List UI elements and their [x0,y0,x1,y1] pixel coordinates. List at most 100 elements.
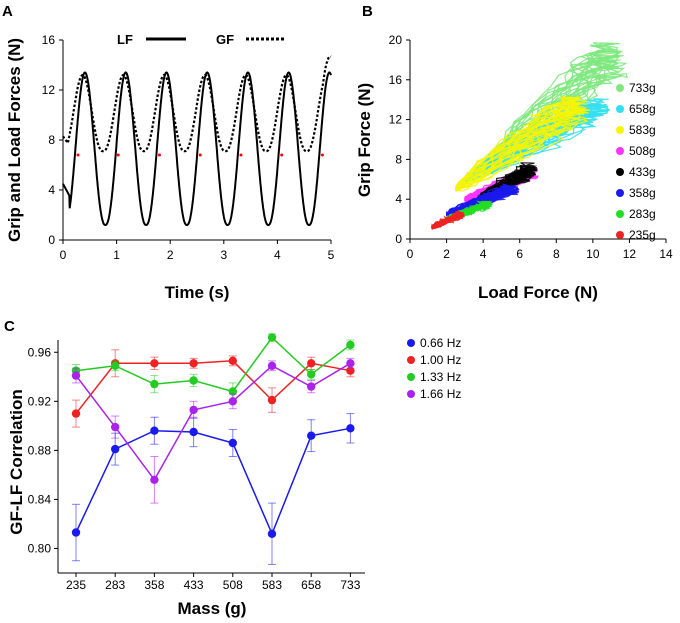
lf-gf-marker [157,153,161,157]
x-tick-label: 8 [553,247,560,261]
x-tick-label: 1 [113,248,120,262]
panel-b-xlabel: Load Force (N) [478,283,598,302]
y-tick-label: 16 [389,73,403,87]
legend-swatch-658g [616,105,624,113]
data-point-1.33 Hz [267,333,277,342]
legend-label-583g: 583g [629,123,656,137]
data-point-1.66 Hz [189,405,198,415]
x-tick-label: 235 [66,578,86,592]
legend-label-1.00 Hz: 1.00 Hz [420,353,461,367]
x-tick-label: 283 [105,578,125,592]
panel-c-legend: 0.66 Hz 1.00 Hz 1.33 Hz 1.66 Hz [407,336,461,401]
x-tick-label: 0 [407,247,414,261]
panel-b-ylabel: Grip Force (N) [355,83,374,197]
legend-label-283g: 283g [629,207,656,221]
panel-a-xlabel: Time (s) [165,283,230,302]
data-point-1.00 Hz [71,409,81,418]
legend-label-433g: 433g [629,165,656,179]
legend-swatch-0.66 Hz [407,339,415,347]
x-tick-label: 2 [443,247,450,261]
data-point-0.66 Hz [267,529,277,538]
x-tick-label: 733 [340,578,360,592]
panel-a-ylabel: Grip and Load Forces (N) [5,38,24,242]
panel-b: B 0 2 4 6 8 10 12 14 0 4 8 12 16 20 733g 658g 583g 508g 4… [355,3,673,302]
data-point-1.66 Hz [228,397,237,406]
x-tick-label: 433 [184,578,204,592]
legend-lf-label: LF [117,32,133,47]
series-line-1.33 Hz [75,336,351,393]
x-tick-label: 12 [623,247,637,261]
series-line-1.00 Hz [75,360,351,415]
panel-a-markers [76,153,324,157]
data-point-1.00 Hz [267,395,277,405]
legend-label-658g: 658g [629,102,656,116]
x-tick-label: 4 [274,248,281,262]
x-tick-label: 3 [220,248,227,262]
lf-series-line [62,71,332,227]
y-tick-label: 0.92 [28,394,52,408]
legend-swatch-358g [616,189,624,197]
panel-c-series [71,333,355,565]
x-tick-label: 2 [167,248,174,262]
legend-label-508g: 508g [629,144,656,158]
cloud-235g [431,213,464,229]
legend-label-733g: 733g [629,81,656,95]
legend-gf-label: GF [216,32,234,47]
y-tick-label: 16 [42,33,56,47]
panel-a-legend: LF GF [117,32,284,47]
panel-c-label: C [4,318,15,335]
panel-c: C 235 283 358 433 508 583 658 733 0.80 0.84 0.88 0.… [4,318,461,618]
legend-swatch-235g [616,231,624,239]
lf-gf-marker [320,153,324,157]
data-point-0.66 Hz [346,424,355,433]
y-tick-label: 20 [389,33,403,47]
legend-label-1.66 Hz: 1.66 Hz [420,387,461,401]
data-point-1.33 Hz [346,340,355,350]
data-point-0.66 Hz [307,431,316,440]
lf-gf-marker [239,153,243,157]
y-tick-label: 0 [48,233,55,247]
series-line-0.66 Hz [75,427,351,536]
panel-c-ylabel: GF-LF Correlation [7,389,26,534]
panel-c-xlabel: Mass (g) [178,599,247,618]
y-tick-label: 4 [48,183,55,197]
data-point-1.33 Hz [111,361,120,370]
y-tick-label: 0.80 [28,541,52,555]
series-line-1.66 Hz [75,362,351,482]
legend-swatch-433g [616,168,624,176]
panel-b-legend: 733g 658g 583g 508g 433g 358g 283g 235g [616,81,656,242]
cloud-583g [455,109,591,191]
x-tick-label: 358 [144,578,164,592]
x-tick-label: 583 [262,578,282,592]
cloud-583g [455,114,588,192]
legend-swatch-1.00 Hz [407,356,415,364]
lf-gf-marker [198,153,202,157]
cloud-358g [446,184,516,215]
data-point-0.66 Hz [228,438,237,448]
gf-series-line [62,55,332,153]
data-point-1.33 Hz [307,370,316,379]
y-tick-label: 8 [395,152,402,166]
cloud-583g [455,96,579,192]
y-tick-label: 12 [389,113,403,127]
data-point-1.66 Hz [71,371,81,380]
data-point-1.00 Hz [307,359,316,368]
data-point-1.00 Hz [150,359,159,368]
data-point-0.66 Hz [111,444,120,454]
data-point-1.66 Hz [150,475,159,484]
data-point-1.00 Hz [228,356,237,365]
data-point-1.66 Hz [307,382,316,391]
panel-c-ticks: 235 283 358 433 508 583 658 733 0.80 0.84 0.88 0.92… [28,345,361,592]
legend-label-0.66 Hz: 0.66 Hz [420,336,461,350]
y-tick-label: 0.88 [28,443,52,457]
panel-b-ticks: 0 2 4 6 8 10 12 14 0 4 8 12 16 20 [389,33,673,261]
data-point-1.66 Hz [267,361,277,370]
panel-b-label: B [362,3,373,20]
lf-gf-marker [280,153,284,157]
y-tick-label: 8 [48,133,55,147]
lf-gf-marker [76,153,80,157]
x-tick-label: 10 [586,247,600,261]
data-point-0.66 Hz [189,427,198,437]
